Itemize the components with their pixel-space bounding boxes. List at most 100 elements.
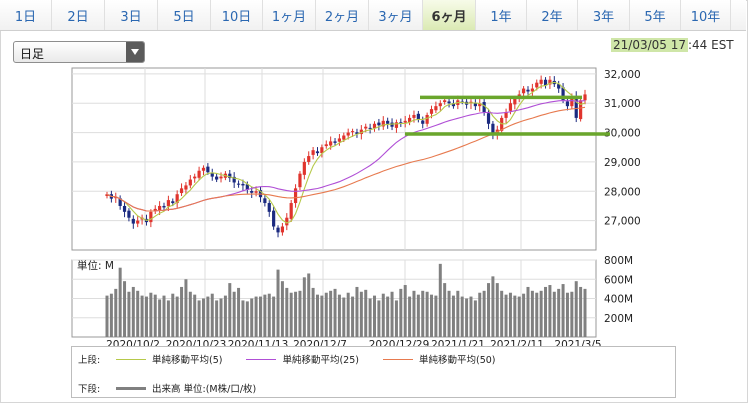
candle-body	[320, 147, 324, 154]
tab-10[interactable]: 2年	[527, 0, 578, 30]
volume-bar	[219, 298, 223, 337]
volume-bar	[469, 296, 473, 337]
candle-body	[359, 129, 363, 135]
volume-bar	[333, 288, 337, 337]
volume-bar	[583, 288, 587, 337]
tab-11[interactable]: 3年	[578, 0, 630, 30]
volume-bar	[245, 301, 249, 337]
volume-bar	[158, 299, 162, 337]
legend-ma5-label: 単純移動平均(5)	[152, 355, 223, 366]
volume-bar	[237, 287, 241, 337]
tab-9[interactable]: 1年	[476, 0, 527, 30]
candle-body	[574, 96, 578, 118]
volume-bar	[530, 290, 534, 337]
volume-bar	[267, 293, 271, 337]
candle-body	[504, 112, 508, 118]
candle-body	[407, 117, 412, 123]
legend-item-ma25: 単純移動平均(25)	[242, 352, 359, 366]
tab-3[interactable]: 5日	[158, 0, 211, 30]
volume-bar	[570, 291, 574, 337]
tab-0[interactable]: 1日	[0, 0, 52, 30]
x-tick-label: 2021/3/5	[554, 339, 601, 350]
volume-bar	[368, 298, 372, 337]
candle-body	[219, 176, 223, 179]
tab-8[interactable]: 6ヶ月	[423, 0, 476, 30]
tab-4[interactable]: 10日	[211, 0, 263, 30]
candle-body	[473, 102, 477, 107]
candle-body	[179, 188, 184, 194]
candle-body	[557, 84, 561, 89]
candle-body	[215, 176, 219, 180]
tab-6[interactable]: 2ヶ月	[316, 0, 369, 30]
volume-bar	[381, 293, 385, 337]
tab-13[interactable]: 10年	[681, 0, 731, 30]
candle-period-select[interactable]: 日足	[13, 41, 145, 63]
candle-body	[329, 141, 333, 146]
volume-bar	[438, 263, 442, 337]
candle-body	[166, 200, 170, 207]
volume-bar	[465, 298, 469, 337]
price-tick-label: 27,000	[604, 216, 641, 228]
candle-body	[114, 197, 118, 199]
volume-bar	[337, 294, 341, 337]
tab-1[interactable]: 2日	[52, 0, 105, 30]
legend-item-ma5: 単純移動平均(5)	[112, 352, 222, 366]
candle-body	[206, 166, 210, 173]
candle-body	[184, 185, 188, 190]
timestamp-time: :44 EST	[687, 38, 734, 52]
candle-body	[548, 79, 552, 85]
ma5-line	[106, 81, 586, 224]
volume-tick-label: 600M	[604, 274, 633, 286]
chevron-down-icon[interactable]	[126, 42, 144, 62]
volume-bar	[188, 291, 192, 337]
volume-bar	[526, 286, 530, 337]
candle-body	[315, 151, 320, 154]
volume-bar	[473, 300, 477, 337]
price-tick-label: 30,000	[604, 128, 641, 140]
x-tick-label: 2020/10/2	[106, 339, 160, 350]
price-tick-label: 31,000	[604, 98, 641, 110]
candle-body	[105, 194, 109, 196]
volume-bar	[127, 291, 131, 337]
legend-ma25-label: 単純移動平均(25)	[282, 355, 359, 366]
candle-body	[429, 109, 434, 114]
volume-bar	[109, 293, 113, 337]
candle-body	[381, 120, 385, 127]
volume-bar	[223, 295, 227, 337]
volume-bar	[153, 294, 157, 337]
tab-12[interactable]: 5年	[630, 0, 681, 30]
tab-5[interactable]: 1ヶ月	[263, 0, 316, 30]
volume-bar	[430, 294, 434, 337]
legend: 上段: 単純移動平均(5) 単純移動平均(25) 単純移動平均(50) 下段: …	[71, 346, 676, 398]
volume-bar	[456, 290, 460, 337]
volume-bar	[149, 292, 153, 337]
volume-bar	[447, 290, 451, 337]
price-chart: 32,000 31,000 30,000 29,000 28,000 27,000 800M…	[71, 67, 641, 350]
candle-body	[434, 106, 438, 111]
volume-bar	[535, 292, 539, 337]
x-tick-label: 2020/12/7	[293, 339, 347, 350]
candle-body	[158, 205, 162, 211]
candle-body	[447, 101, 451, 104]
legend-lower-row: 下段: 出来高 単位:(M株/口/枚)	[78, 381, 276, 395]
volume-bar	[399, 288, 403, 337]
volume-bar	[144, 296, 148, 337]
volume-bar	[412, 290, 416, 337]
candle-body	[162, 205, 166, 208]
candle-body	[513, 98, 517, 105]
tab-7[interactable]: 3ヶ月	[369, 0, 423, 30]
volume-bar	[390, 291, 394, 337]
volume-bar	[504, 294, 508, 337]
tab-2[interactable]: 3日	[105, 0, 158, 30]
candle-body	[342, 135, 346, 140]
volume-bar	[276, 269, 280, 337]
volume-bar	[513, 295, 517, 337]
candle-body	[451, 103, 456, 107]
volume-tick-label: 400M	[604, 294, 633, 306]
timestamp: 21/03/05 17:44 EST	[611, 38, 734, 52]
candle-body	[443, 100, 447, 103]
candle-body	[118, 198, 122, 206]
price-tick-label: 29,000	[604, 157, 641, 169]
volume-bar	[500, 290, 504, 337]
volume-bar	[272, 296, 276, 337]
